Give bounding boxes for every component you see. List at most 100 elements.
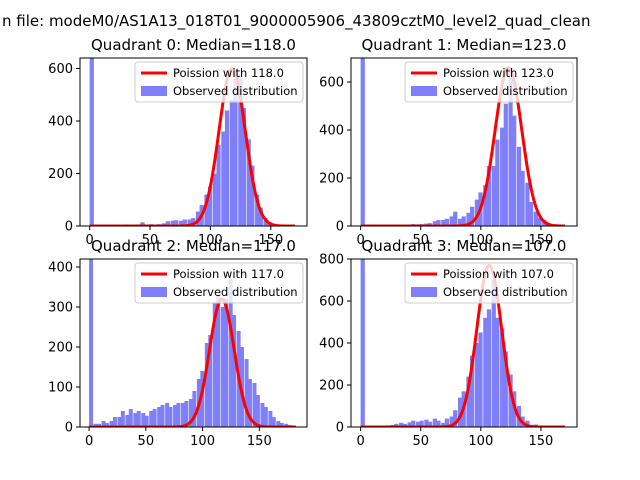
histogram-bar bbox=[520, 170, 525, 226]
y-tick-label: 300 bbox=[48, 301, 73, 316]
y-tick-label: 400 bbox=[48, 115, 73, 130]
histogram-bar bbox=[238, 73, 243, 226]
panel-title: Quadrant 0: Median=118.0 bbox=[91, 36, 296, 54]
panel-quadrant-2: Quadrant 2: Median=117.0 0 50 100 150 0 100 200… bbox=[48, 237, 308, 449]
histogram-bar bbox=[216, 144, 221, 226]
x-tick-label: 50 bbox=[142, 233, 159, 248]
x-tick-label: 100 bbox=[198, 233, 223, 248]
histogram-bar bbox=[228, 279, 233, 427]
histogram-bar bbox=[207, 186, 213, 226]
histogram-bar bbox=[474, 343, 480, 427]
histogram-bar bbox=[457, 397, 463, 427]
x-tick-label: 150 bbox=[258, 233, 283, 248]
histogram-bar bbox=[233, 79, 238, 226]
legend-curve-label: Poission with 117.0 bbox=[173, 267, 284, 281]
histogram-bar bbox=[478, 332, 483, 427]
y-tick-label: 200 bbox=[319, 172, 344, 187]
histogram-bar bbox=[157, 407, 162, 427]
axes-frame bbox=[79, 258, 308, 428]
histogram-bar bbox=[216, 295, 221, 427]
suptitle: n file: modeM0/AS1A13_018T01_9000005906_… bbox=[2, 12, 591, 31]
histogram-bar bbox=[537, 217, 542, 226]
histogram-bar bbox=[483, 185, 488, 226]
histogram-bar bbox=[187, 219, 192, 226]
histogram-bar bbox=[221, 131, 226, 226]
histogram-bar bbox=[173, 405, 178, 427]
histogram-bar bbox=[466, 212, 471, 226]
poisson-curve bbox=[88, 297, 297, 427]
plot-area bbox=[360, 259, 566, 427]
histogram-bar bbox=[394, 423, 399, 427]
histogram-bar bbox=[109, 421, 114, 427]
histogram-bar bbox=[204, 343, 209, 427]
histogram-bar bbox=[208, 335, 213, 427]
legend: Poission with 118.0 Observed distribution bbox=[134, 61, 304, 103]
x-tick-label: 50 bbox=[412, 434, 429, 449]
histogram-bar bbox=[224, 110, 230, 226]
histogram-bar bbox=[191, 218, 196, 226]
y-tick-label: 400 bbox=[48, 261, 73, 276]
histogram-bar bbox=[483, 317, 488, 427]
histogram-bar bbox=[500, 127, 505, 226]
histogram-bar bbox=[252, 383, 257, 427]
histogram-bar bbox=[250, 165, 255, 226]
histogram-bar bbox=[141, 413, 146, 427]
histogram-bar bbox=[411, 420, 416, 427]
legend-bar-label: Observed distribution bbox=[173, 285, 298, 299]
histogram-bar bbox=[244, 359, 249, 427]
histogram-bar bbox=[508, 374, 513, 427]
histogram-bar bbox=[495, 317, 500, 427]
histogram-bar bbox=[424, 419, 429, 427]
y-tick-label: 0 bbox=[336, 220, 344, 235]
histogram-bar bbox=[184, 401, 189, 427]
panel-title: Quadrant 3: Median=107.0 bbox=[362, 237, 567, 255]
histogram-bar bbox=[255, 395, 260, 427]
histogram-bar bbox=[533, 211, 538, 226]
y-tick-label: 600 bbox=[48, 62, 73, 77]
histogram-bar bbox=[407, 422, 412, 427]
x-tick-label: 150 bbox=[247, 434, 272, 449]
histogram-bar bbox=[220, 307, 225, 427]
legend-bar-label: Observed distribution bbox=[443, 285, 568, 299]
poisson-curve bbox=[360, 263, 566, 427]
histogram-bar bbox=[441, 422, 446, 427]
histogram-bar bbox=[486, 166, 492, 226]
y-tick-label: 600 bbox=[319, 295, 344, 310]
histogram-bar bbox=[101, 421, 106, 427]
legend-bar-swatch bbox=[411, 86, 437, 96]
histogram-bar bbox=[436, 420, 441, 427]
y-tick-label: 200 bbox=[319, 379, 344, 394]
panel-title: Quadrant 2: Median=117.0 bbox=[91, 237, 296, 255]
histogram-bar bbox=[89, 58, 94, 226]
histogram-bar bbox=[136, 411, 141, 427]
histogram-bar bbox=[165, 403, 170, 427]
histogram-bar bbox=[491, 166, 496, 226]
histogram-bar bbox=[188, 399, 193, 427]
x-tick-label: 50 bbox=[138, 434, 155, 449]
histogram-bar bbox=[112, 417, 117, 427]
histogram-bar bbox=[241, 107, 247, 226]
plot-area bbox=[88, 259, 297, 427]
axes-frame bbox=[79, 57, 308, 227]
histogram-bar bbox=[470, 206, 475, 226]
histogram-bar bbox=[133, 413, 138, 427]
legend-curve-label: Poission with 118.0 bbox=[173, 66, 284, 80]
histogram-bar bbox=[444, 418, 449, 427]
legend-bar-label: Observed distribution bbox=[443, 84, 568, 98]
histogram-bar bbox=[432, 221, 437, 226]
histogram-bar bbox=[120, 411, 125, 427]
histogram-bar bbox=[495, 139, 500, 226]
panel-quadrant-3: Quadrant 3: Median=107.0 0 50 100 150 0 200 400… bbox=[319, 237, 578, 449]
x-tick-label: 0 bbox=[356, 233, 364, 248]
histogram-bar bbox=[503, 103, 508, 226]
histogram-bar bbox=[525, 420, 530, 427]
histogram-bar bbox=[271, 417, 276, 427]
legend-curve-label: Poission with 123.0 bbox=[443, 66, 554, 80]
histogram-bar bbox=[449, 216, 454, 226]
panel-quadrant-0: Quadrant 0: Median=118.0 0 50 100 150 0 200 400… bbox=[48, 36, 308, 248]
histogram-bar bbox=[402, 423, 407, 427]
y-tick-label: 400 bbox=[319, 124, 344, 139]
histogram-bar bbox=[441, 220, 446, 226]
poisson-curve bbox=[89, 67, 296, 226]
histogram-bar bbox=[457, 218, 463, 226]
